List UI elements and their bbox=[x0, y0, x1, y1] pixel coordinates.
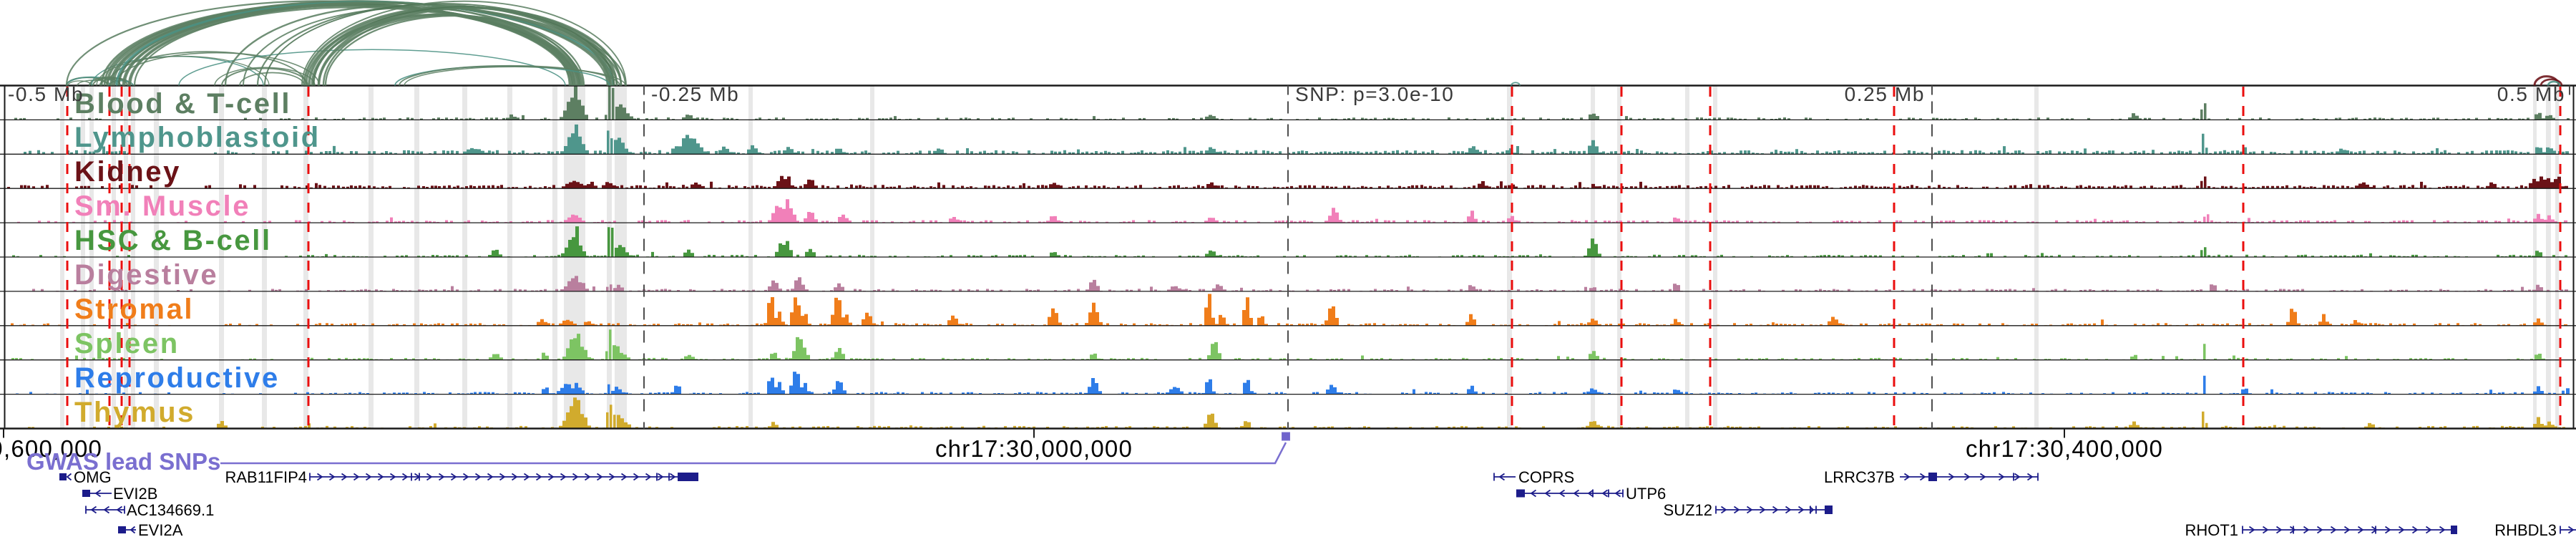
svg-text:Blood & T-cell: Blood & T-cell bbox=[74, 88, 291, 120]
svg-text:Digestive: Digestive bbox=[74, 259, 218, 291]
svg-text:EVI2B: EVI2B bbox=[113, 485, 157, 503]
svg-text:RHBDL3: RHBDL3 bbox=[2494, 521, 2557, 537]
svg-text:HSC & B-cell: HSC & B-cell bbox=[74, 225, 272, 256]
svg-text:UTP6: UTP6 bbox=[1626, 485, 1666, 503]
svg-text:-0.25 Mb: -0.25 Mb bbox=[651, 83, 739, 105]
svg-text:chr17:30,400,000: chr17:30,400,000 bbox=[1966, 435, 2163, 462]
svg-text:Sm. Muscle: Sm. Muscle bbox=[74, 190, 250, 222]
svg-text:Spleen: Spleen bbox=[74, 328, 180, 359]
svg-text:RHOT1: RHOT1 bbox=[2185, 521, 2238, 537]
svg-text:COPRS: COPRS bbox=[1518, 468, 1574, 486]
svg-text:Reproductive: Reproductive bbox=[74, 362, 280, 394]
svg-text:Thymus: Thymus bbox=[74, 397, 195, 428]
svg-text:RAB11FIP4: RAB11FIP4 bbox=[225, 468, 307, 486]
svg-text:chr17:29,600,000: chr17:29,600,000 bbox=[0, 435, 102, 462]
svg-text:0.5 Mb: 0.5 Mb bbox=[2497, 83, 2565, 105]
svg-text:EVI2A: EVI2A bbox=[138, 521, 183, 537]
svg-text:SNP: p=3.0e-10: SNP: p=3.0e-10 bbox=[1295, 83, 1454, 105]
svg-text:Stromal: Stromal bbox=[74, 294, 194, 325]
svg-text:-0.5 Mb: -0.5 Mb bbox=[8, 83, 84, 105]
svg-text:GWAS lead SNPs: GWAS lead SNPs bbox=[26, 448, 220, 475]
svg-text:Kidney: Kidney bbox=[74, 156, 181, 188]
svg-text:0.25 Mb: 0.25 Mb bbox=[1845, 83, 1925, 105]
svg-text:Lymphoblastoid: Lymphoblastoid bbox=[74, 122, 321, 153]
svg-text:LRRC37B: LRRC37B bbox=[1824, 468, 1895, 486]
svg-text:chr17:30,000,000: chr17:30,000,000 bbox=[935, 435, 1133, 462]
svg-text:SUZ12: SUZ12 bbox=[1664, 501, 1712, 519]
svg-text:AC134669.1: AC134669.1 bbox=[127, 501, 214, 519]
svg-text:OMG: OMG bbox=[74, 468, 112, 486]
